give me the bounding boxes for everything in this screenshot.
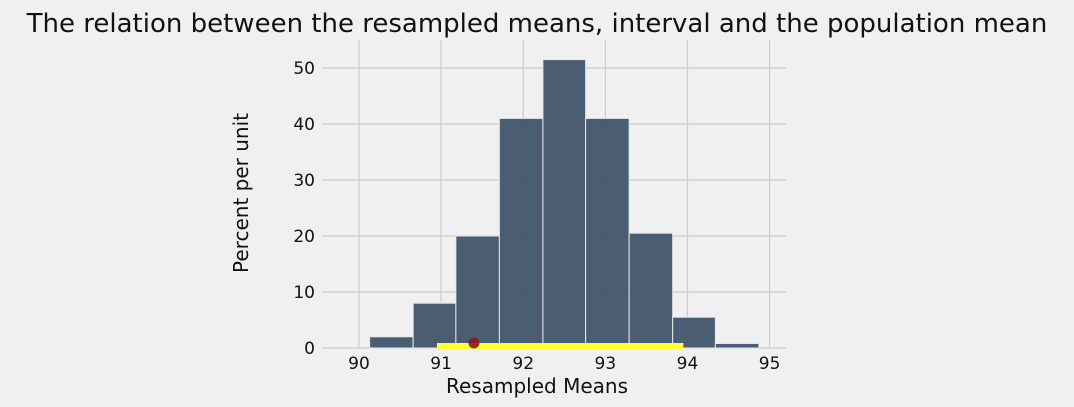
histogram-bar xyxy=(542,59,587,349)
interval-overlay xyxy=(436,337,684,349)
y-tick-label: 10 xyxy=(293,283,315,303)
x-axis-label: Resampled Means xyxy=(446,374,628,398)
y-tick-label: 0 xyxy=(304,339,315,359)
y-tick-label: 20 xyxy=(293,227,315,247)
histogram-bar xyxy=(498,117,544,349)
x-tick-label: 91 xyxy=(430,354,452,374)
tick-labels: 90 91 92 93 94 95 0 10 20 30 40 50 xyxy=(293,59,780,374)
y-axis-label: Percent per unit xyxy=(229,113,253,273)
y-tick-label: 50 xyxy=(293,59,315,79)
x-tick-label: 92 xyxy=(512,354,534,374)
histogram-bar xyxy=(369,336,414,349)
x-tick-label: 93 xyxy=(595,354,617,374)
histogram-bar xyxy=(672,316,716,349)
y-tick-label: 40 xyxy=(293,115,315,135)
x-tick-label: 90 xyxy=(348,354,370,374)
y-tick-label: 30 xyxy=(293,171,315,191)
population-mean-point xyxy=(468,337,480,349)
x-tick-label: 94 xyxy=(677,354,699,374)
histogram-bar xyxy=(628,232,674,349)
chart-title: The relation between the resampled means… xyxy=(26,9,1048,39)
histogram-bar xyxy=(714,343,760,349)
histogram-bar xyxy=(455,235,500,349)
histogram-bar xyxy=(412,302,457,349)
histogram-bars xyxy=(369,59,760,349)
x-tick-label: 95 xyxy=(759,354,781,374)
histogram-bar xyxy=(585,117,630,349)
